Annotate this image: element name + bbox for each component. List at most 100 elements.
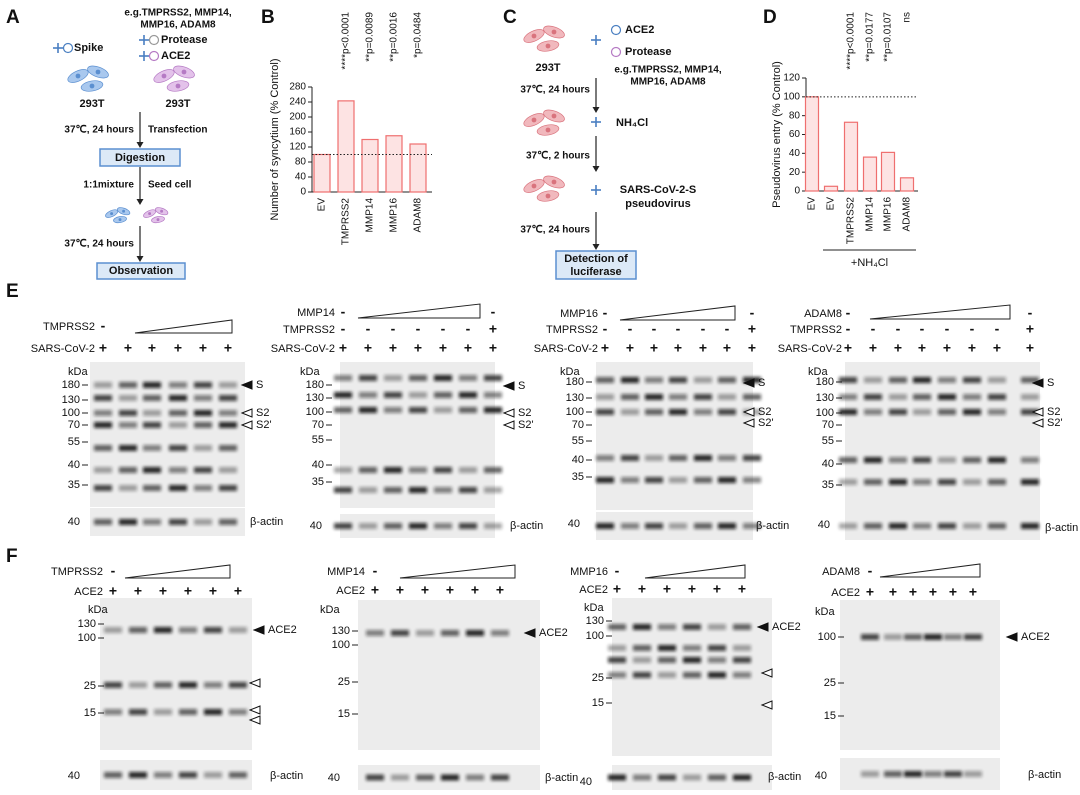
band [633,624,651,630]
sign: + [748,321,756,337]
bar [899,177,915,192]
blot-image [340,362,495,508]
band [964,771,982,777]
band [596,377,614,383]
band [484,375,502,381]
band [434,392,452,398]
band-label: ACE2 [268,624,297,636]
band [944,771,962,777]
label: 37℃, 24 hours [64,125,134,136]
band [129,682,147,688]
band [219,422,237,428]
band [94,422,112,428]
band [179,709,197,715]
sign: - [970,321,975,337]
group-label: +NH₄Cl [851,257,888,269]
wedge [357,303,481,319]
nucleus [110,212,114,216]
band [359,392,377,398]
box [555,250,637,280]
band [839,457,857,463]
sign: + [224,340,232,356]
sign: + [99,340,107,356]
band [154,709,172,715]
label: 1:1mixture [83,180,134,191]
band [938,479,956,485]
bar [804,96,820,192]
wedge [399,564,516,579]
band [645,409,663,415]
band [384,407,402,413]
sign: + [496,582,504,598]
band-label: S2 [1047,406,1060,418]
band [669,523,687,529]
band [839,409,857,415]
sign: - [701,321,706,337]
band [913,457,931,463]
x-tick-label: ADAM8 [902,197,913,232]
band [718,455,736,461]
band [694,455,712,461]
label: ACE2 [625,24,654,36]
band [104,772,122,778]
band [938,394,956,400]
sign: + [889,584,897,600]
sign: + [929,584,937,600]
bar [823,185,839,192]
sign: + [723,340,731,356]
sign: + [1026,321,1034,337]
band [608,645,626,651]
band [119,467,137,473]
row-label: ACE2 [831,587,860,599]
band [391,774,409,781]
sign: + [638,581,646,597]
y-tick-label: 120 [783,73,800,84]
band [94,395,112,401]
row-label: SARS-CoV-2 [534,343,598,355]
band [708,672,726,678]
label: NH₄Cl [616,117,648,129]
band-label: S2' [256,419,272,431]
band [694,394,712,400]
panel-label: B [261,7,275,28]
band [621,377,639,383]
band [718,409,736,415]
nucleus [89,83,95,89]
band [119,382,137,388]
band [129,772,147,778]
band [658,645,676,651]
y-tick-label: 40 [295,172,307,183]
band [913,377,931,383]
marker-label: 15 [338,708,350,720]
sign: - [491,304,496,320]
band [645,455,663,461]
band-arrow [742,407,755,417]
y-tick-label: 280 [289,82,306,93]
band [694,523,712,529]
sign: - [750,305,755,321]
sign: + [489,340,497,356]
band [219,485,237,491]
y-tick-label: 200 [289,112,306,123]
loading-label: β-actin [270,770,303,782]
annotation: **p=0.0107 [883,12,894,62]
band [889,479,907,485]
row-label: MMP16 [560,308,598,320]
row-label: TMPRSS2 [790,324,842,336]
marker-label: 130 [306,392,324,404]
band-arrow [742,378,755,388]
band [669,377,687,383]
band [633,774,651,781]
band [889,457,907,463]
band [194,382,212,388]
label: 37℃, 24 hours [520,225,590,236]
band [359,467,377,473]
label: MMP16, ADAM8 [630,77,706,88]
label: 37℃, 24 hours [64,239,134,250]
sign: + [396,582,404,598]
sign: + [464,340,472,356]
x-tick-label: EV [826,197,837,211]
kda-label: kDa [560,366,580,378]
marker-label: 25 [84,680,96,692]
band-arrow [248,715,261,725]
